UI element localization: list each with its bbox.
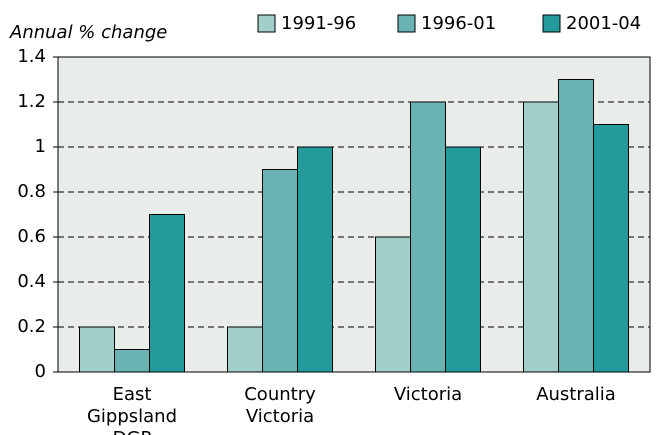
legend-label: 1996-01 <box>421 13 496 34</box>
y-tick-label: 0.6 <box>17 226 46 247</box>
x-tick-label: Australia <box>536 384 616 405</box>
bar <box>445 146 481 373</box>
legend-swatch <box>397 14 416 33</box>
bar <box>410 101 446 373</box>
x-tick-label: Victoria <box>393 384 463 405</box>
bar <box>375 236 411 373</box>
y-axis-label: Annual % change <box>9 22 167 43</box>
legend-label: 2001-04 <box>566 13 641 34</box>
legend-label: 1991-96 <box>281 13 356 34</box>
bar <box>149 214 185 373</box>
plot-frame <box>57 56 651 373</box>
bar <box>79 326 115 373</box>
y-tick-label: 0.4 <box>17 271 46 292</box>
bar <box>593 124 629 373</box>
x-tick-label: Country Victoria <box>244 384 316 427</box>
y-tick-label: 0 <box>35 361 46 382</box>
bar <box>523 101 559 373</box>
y-tick-label: 1.4 <box>17 46 46 67</box>
legend-swatch <box>257 14 276 33</box>
bar <box>297 146 333 373</box>
y-tick-label: 1.2 <box>17 91 46 112</box>
y-tick-label: 0.2 <box>17 316 46 337</box>
bar <box>227 326 263 373</box>
y-tick-label: 1 <box>35 136 46 157</box>
x-tick-label: East Gippsland DGP <box>86 384 178 435</box>
bar <box>262 169 298 373</box>
bar <box>114 349 150 373</box>
bar <box>558 79 594 373</box>
y-tick-label: 0.8 <box>17 181 46 202</box>
legend-swatch <box>542 14 561 33</box>
